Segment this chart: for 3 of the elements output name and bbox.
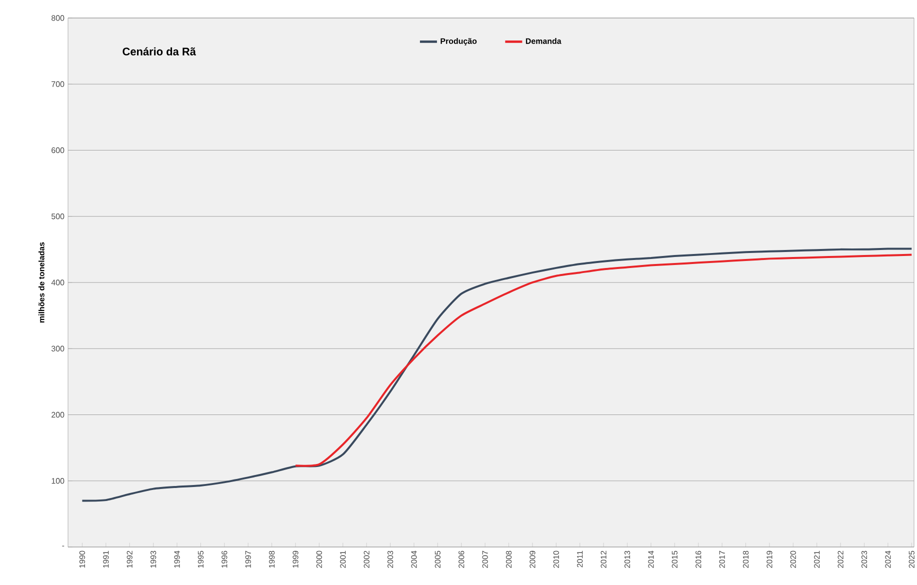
- text: Cenário da Rã: [122, 47, 196, 56]
- line-series: [294, 254, 913, 467]
- line-series: [81, 248, 913, 502]
